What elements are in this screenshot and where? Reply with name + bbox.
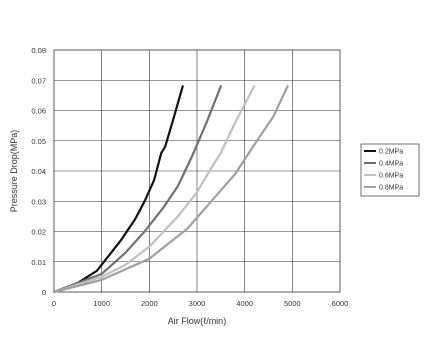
legend-items: 0.2MPa 0.4MPa 0.6MPa 0.8MPa [364,149,403,192]
x-tick-label: 3000 [189,299,206,308]
grid-lines [54,50,340,292]
y-tick-label: 0.04 [31,167,46,176]
legend-label: 0.8MPa [379,185,403,192]
x-tick-labels: 0 1000 2000 3000 4000 5000 6000 [52,299,348,308]
y-tick-label: 0.06 [31,107,46,116]
x-tick-label: 4000 [236,299,253,308]
y-tick-labels: 0 0.01 0.02 0.03 0.04 0.05 0.06 0.07 0.08 [31,46,46,297]
y-tick-label: 0.08 [31,46,46,55]
x-tick-label: 2000 [141,299,158,308]
legend-label: 0.2MPa [379,149,403,156]
y-tick-label: 0.07 [31,76,46,85]
legend-label: 0.4MPa [379,161,403,168]
y-tick-label: 0 [42,288,46,297]
y-tick-label: 0.05 [31,137,46,146]
legend-label: 0.6MPa [379,173,403,180]
series-lines [52,85,289,294]
y-tick-label: 0.03 [31,197,46,206]
x-tick-label: 5000 [284,299,301,308]
y-axis-title: Pressure Drop(MPa) [9,130,19,213]
series-line [52,85,222,294]
x-tick-label: 0 [52,299,56,308]
x-tick-label: 1000 [93,299,110,308]
series-line [52,85,256,294]
x-axis-title: Air Flow(ℓ/min) [168,316,226,326]
y-tick-label: 0.02 [31,228,46,237]
series-line [52,85,289,294]
y-tick-label: 0.01 [31,258,46,267]
series-line [52,85,184,294]
legend: 0.2MPa 0.4MPa 0.6MPa 0.8MPa [360,143,420,197]
x-tick-label: 6000 [332,299,349,308]
